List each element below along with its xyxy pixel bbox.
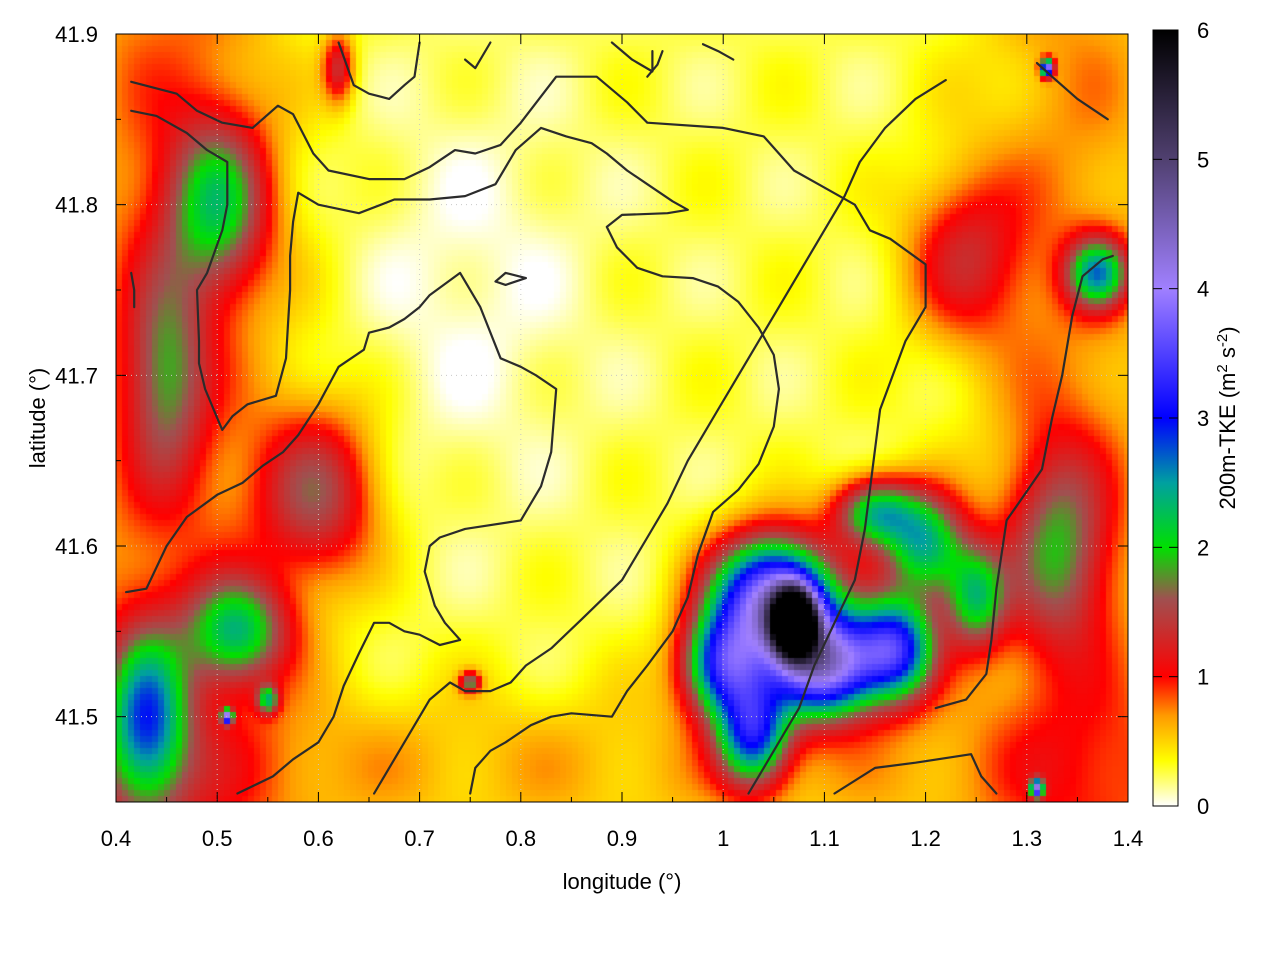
colorbar-tick-label: 3: [1197, 406, 1209, 431]
colorbar-tick-label: 2: [1197, 535, 1209, 560]
contour-line: [464, 41, 492, 70]
contour-line: [130, 109, 780, 795]
x-axis-ticks: 0.4 0.5 0.6 0.7 0.8 0.9 1 1.1 1.2 1.3 1.4: [101, 34, 1144, 851]
contour-line: [833, 753, 998, 795]
x-tick-label: 1.1: [809, 826, 840, 851]
contour-line: [337, 41, 421, 100]
y-axis-ticks: 41.5 41.6 41.7 41.8 41.9: [55, 22, 1128, 730]
contour-line: [701, 43, 735, 61]
contour-line: [130, 271, 136, 309]
y-tick-label: 41.8: [55, 193, 98, 218]
colorbar-label-sup1: 2: [1214, 364, 1231, 372]
contour-line: [130, 75, 927, 795]
colorbar-tick-label: 0: [1197, 794, 1209, 819]
x-tick-label: 1.4: [1113, 826, 1144, 851]
x-tick-label: 0.9: [607, 826, 638, 851]
x-tick-label: 1.3: [1012, 826, 1043, 851]
x-tick-label: 0.5: [202, 826, 233, 851]
grid-lines: [116, 33, 1128, 802]
y-tick-label: 41.7: [55, 363, 98, 388]
colorbar: 0 1 2 3 4 5 6 200m-TKE (m2 s-2): [1152, 18, 1241, 819]
contour-line: [125, 271, 558, 795]
x-tick-label: 1.2: [910, 826, 941, 851]
colorbar-label: 200m-TKE (m2 s-2): [1214, 326, 1241, 509]
colorbar-tick-label: 4: [1197, 277, 1209, 302]
colorbar-tick-label: 1: [1197, 665, 1209, 690]
contour-line: [610, 41, 654, 73]
x-tick-label: 0.8: [506, 826, 537, 851]
contour-lines: [125, 41, 1114, 795]
x-tick-label: 1: [717, 826, 729, 851]
contour-line: [494, 271, 527, 286]
contour-line: [934, 254, 1114, 710]
y-tick-label: 41.6: [55, 534, 98, 559]
x-tick-label: 0.6: [303, 826, 334, 851]
colorbar-ticks: 0 1 2 3 4 5 6: [1153, 18, 1209, 819]
colorbar-label-sup2: -2: [1214, 334, 1231, 347]
colorbar-label-main: 200m-TKE (m: [1215, 373, 1240, 510]
colorbar-label-mid: s: [1215, 347, 1240, 364]
contour-line: [1035, 61, 1109, 121]
x-tick-label: 0.4: [101, 826, 132, 851]
contour-line: [373, 79, 947, 795]
x-axis-label: longitude (°): [563, 869, 682, 894]
y-tick-label: 41.9: [55, 22, 98, 47]
contour-line: [646, 50, 664, 78]
colorbar-tick-label: 5: [1197, 147, 1209, 172]
y-axis-label: latitude (°): [25, 368, 50, 469]
x-tick-label: 0.7: [404, 826, 435, 851]
colorbar-tick-label: 6: [1197, 18, 1209, 43]
y-tick-label: 41.5: [55, 705, 98, 730]
colorbar-label-end: ): [1215, 326, 1240, 333]
